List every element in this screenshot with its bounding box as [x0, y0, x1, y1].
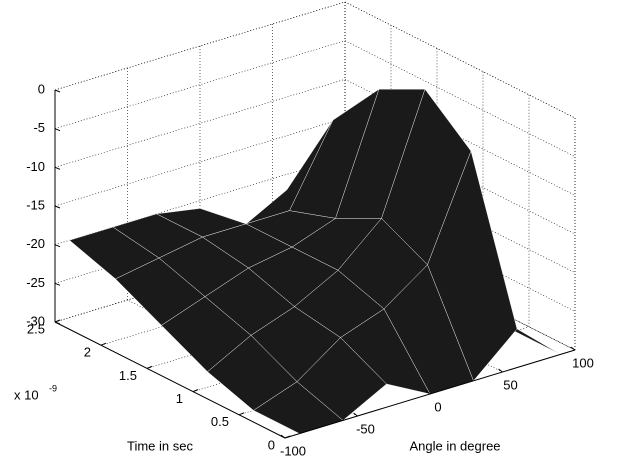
tick-mark — [54, 244, 61, 248]
y-tick-label: 0.5 — [211, 414, 229, 429]
tick-mark — [425, 390, 431, 395]
tick-mark — [353, 412, 358, 417]
grid-line — [344, 1, 576, 119]
tick-mark — [54, 89, 61, 93]
grid-line — [344, 40, 576, 157]
x-tick-label: 0 — [434, 399, 441, 414]
y-tick-label: 1 — [176, 391, 183, 406]
tick-mark — [54, 319, 61, 323]
y-axis-label: Time in sec — [127, 438, 193, 453]
grid-line — [54, 117, 346, 207]
z-tick-label: -5 — [33, 120, 45, 135]
tick-mark — [238, 412, 245, 416]
tick-mark — [54, 321, 61, 325]
z-tick-label: -15 — [26, 197, 45, 212]
grid-line — [54, 79, 346, 168]
axis-line — [54, 321, 286, 439]
z-tick-label: -25 — [26, 275, 45, 290]
grid-line — [54, 156, 346, 245]
z-tick-label: 0 — [38, 81, 45, 96]
x-tick-label: -50 — [356, 421, 375, 436]
tick-mark — [284, 435, 291, 439]
x-tick-label: 100 — [572, 355, 594, 370]
tick-mark — [498, 368, 503, 373]
tick-mark — [54, 282, 61, 286]
z-tick-label: -10 — [26, 159, 45, 174]
y-tick-label: 2.5 — [27, 321, 45, 336]
z-tick-label: -30 — [26, 313, 45, 328]
tick-mark — [280, 434, 286, 439]
tick-mark — [54, 205, 61, 209]
y-tick-label: 2 — [84, 345, 91, 360]
x-tick-label: 50 — [503, 377, 517, 392]
z-tick-label: -20 — [26, 236, 45, 251]
tick-mark — [54, 166, 61, 170]
grid-line — [54, 1, 346, 91]
tick-mark — [192, 389, 199, 393]
tick-mark — [54, 128, 61, 132]
y-exponent-power: -9 — [49, 383, 57, 393]
y-tick-label: 0 — [268, 437, 275, 452]
tick-mark — [570, 346, 576, 351]
x-axis-label: Angle in degree — [409, 438, 500, 453]
grid-line — [54, 40, 346, 129]
y-tick-label: 1.5 — [119, 368, 137, 383]
y-exponent-base: x 10 — [14, 387, 39, 402]
x-tick-label: -100 — [280, 443, 306, 458]
tick-mark — [146, 365, 153, 369]
grid-line — [344, 233, 576, 351]
tick-mark — [100, 342, 107, 346]
